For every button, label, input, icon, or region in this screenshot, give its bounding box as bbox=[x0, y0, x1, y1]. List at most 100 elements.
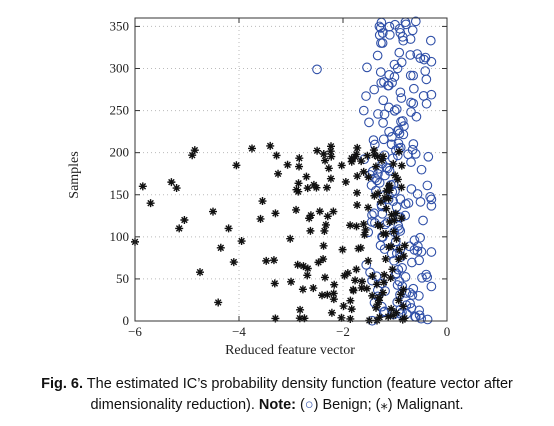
malignant-point bbox=[303, 264, 312, 273]
malignant-point bbox=[400, 314, 409, 323]
malignant-point bbox=[361, 225, 370, 234]
malignant-point bbox=[393, 175, 402, 184]
malignant-point bbox=[292, 205, 301, 214]
benign-point bbox=[377, 208, 388, 219]
malignant-point bbox=[302, 172, 311, 181]
benign-point bbox=[426, 247, 437, 257]
malignant-point bbox=[375, 313, 384, 322]
malignant-point bbox=[346, 296, 355, 305]
malignant-point bbox=[237, 237, 246, 246]
malignant-point bbox=[272, 151, 281, 160]
benign-point bbox=[386, 139, 397, 150]
benign-point bbox=[362, 62, 372, 73]
benign-point bbox=[418, 215, 428, 226]
malignant-point bbox=[343, 269, 352, 278]
malignant-point bbox=[399, 285, 408, 294]
malignant-point bbox=[392, 234, 401, 243]
benign-point bbox=[414, 255, 424, 266]
benign-point bbox=[423, 151, 434, 162]
malignant-legend-text: ) Malignant. bbox=[387, 397, 464, 413]
malignant-point bbox=[352, 188, 361, 197]
malignant-point bbox=[388, 265, 397, 274]
benign-point bbox=[377, 38, 388, 48]
malignant-point bbox=[269, 256, 278, 265]
y-tick-label: 50 bbox=[116, 271, 129, 286]
malignant-point bbox=[392, 308, 401, 317]
malignant-point bbox=[286, 234, 295, 243]
malignant-symbol-icon: ⁎ bbox=[380, 397, 388, 413]
figure-caption: Fig. 6. The estimated IC’s probability d… bbox=[0, 374, 554, 416]
malignant-point bbox=[376, 197, 385, 206]
benign-point bbox=[406, 97, 416, 108]
benign-point bbox=[420, 66, 431, 76]
malignant-point bbox=[294, 179, 303, 188]
malignant-point bbox=[341, 177, 350, 186]
benign-point bbox=[392, 297, 403, 307]
malignant-point bbox=[389, 227, 398, 236]
benign-point bbox=[366, 216, 377, 227]
malignant-point bbox=[337, 161, 346, 170]
malignant-point bbox=[314, 258, 323, 267]
malignant-point bbox=[378, 288, 387, 297]
malignant-point bbox=[258, 197, 267, 206]
benign-point bbox=[396, 57, 407, 68]
benign-point bbox=[426, 281, 437, 292]
malignant-point bbox=[340, 271, 349, 280]
benign-point bbox=[395, 194, 406, 204]
malignant-point bbox=[266, 141, 275, 150]
malignant-point bbox=[320, 226, 329, 235]
malignant-point bbox=[353, 172, 362, 181]
malignant-point bbox=[390, 216, 399, 225]
malignant-point bbox=[209, 207, 217, 216]
benign-point bbox=[409, 83, 419, 94]
benign-point bbox=[409, 235, 420, 246]
malignant-point bbox=[385, 186, 394, 195]
benign-point bbox=[380, 170, 390, 181]
malignant-point bbox=[351, 276, 360, 285]
malignant-point bbox=[372, 303, 381, 312]
malignant-point bbox=[391, 171, 400, 180]
malignant-point bbox=[385, 181, 394, 190]
malignant-point bbox=[347, 154, 356, 163]
malignant-point bbox=[313, 146, 322, 155]
malignant-point bbox=[352, 150, 361, 159]
benign-point bbox=[368, 135, 379, 145]
benign-point bbox=[406, 107, 416, 117]
malignant-point bbox=[370, 151, 379, 160]
malignant-point bbox=[295, 154, 304, 163]
benign-symbol-icon: ○ bbox=[304, 397, 314, 413]
benign-point bbox=[413, 241, 423, 252]
malignant-point bbox=[146, 199, 155, 208]
malignant-point bbox=[305, 214, 314, 223]
benign-point bbox=[358, 105, 369, 116]
benign-point bbox=[416, 313, 426, 324]
benign-point bbox=[400, 210, 411, 221]
x-tick-label: −4 bbox=[232, 324, 246, 339]
benign-point bbox=[415, 232, 425, 243]
malignant-point bbox=[369, 146, 378, 155]
benign-point bbox=[373, 109, 383, 119]
y-tick-label: 150 bbox=[110, 187, 130, 202]
malignant-point bbox=[319, 149, 328, 158]
benign-point bbox=[383, 80, 394, 91]
malignant-point bbox=[329, 289, 338, 298]
malignant-point bbox=[300, 314, 309, 323]
malignant-point bbox=[380, 193, 389, 202]
malignant-point bbox=[362, 284, 371, 293]
malignant-point bbox=[364, 203, 373, 212]
malignant-point bbox=[379, 278, 388, 287]
benign-point bbox=[408, 139, 419, 149]
malignant-point bbox=[396, 290, 405, 299]
malignant-point bbox=[373, 316, 382, 325]
malignant-point bbox=[373, 152, 382, 161]
benign-point bbox=[405, 50, 416, 60]
malignant-point bbox=[399, 302, 408, 311]
malignant-point bbox=[295, 162, 304, 171]
malignant-point bbox=[387, 210, 396, 219]
malignant-point bbox=[379, 230, 388, 239]
benign-point bbox=[372, 175, 382, 186]
benign-point bbox=[378, 307, 389, 317]
malignant-point bbox=[389, 311, 398, 320]
malignant-point bbox=[352, 222, 361, 231]
malignant-point bbox=[375, 296, 384, 305]
